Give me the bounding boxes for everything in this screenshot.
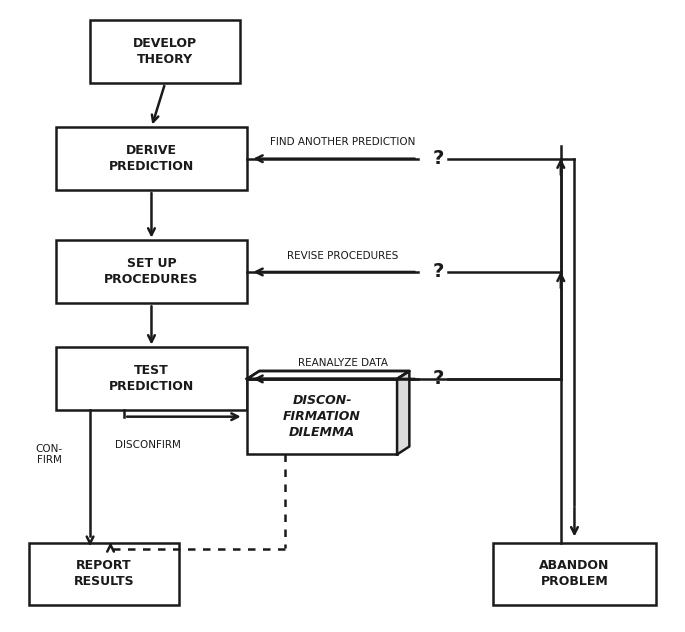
Bar	[493, 542, 656, 605]
Text: TEST
PREDICTION: TEST PREDICTION	[109, 365, 194, 394]
Text: ABANDON
PROBLEM: ABANDON PROBLEM	[539, 559, 610, 588]
Text: FIND ANOTHER PREDICTION: FIND ANOTHER PREDICTION	[270, 137, 415, 147]
Text: DISCON-
FIRMATION
DILEMMA: DISCON- FIRMATION DILEMMA	[283, 394, 361, 439]
Text: REANALYZE DATA: REANALYZE DATA	[297, 358, 388, 368]
Text: ?: ?	[432, 149, 444, 168]
Bar	[56, 348, 247, 410]
Bar	[56, 127, 247, 190]
Polygon shape	[247, 371, 410, 379]
Text: REVISE PROCEDURES: REVISE PROCEDURES	[287, 251, 398, 260]
Text: DISCONFIRM: DISCONFIRM	[115, 440, 181, 450]
Text: ?: ?	[432, 262, 444, 281]
Text: DERIVE
PREDICTION: DERIVE PREDICTION	[109, 144, 194, 173]
Text: ?: ?	[432, 370, 444, 389]
Polygon shape	[397, 371, 410, 454]
Text: REPORT
RESULTS: REPORT RESULTS	[73, 559, 134, 588]
Text: DEVELOP
THEORY: DEVELOP THEORY	[133, 37, 197, 66]
Bar	[56, 241, 247, 303]
Bar	[90, 20, 240, 83]
Text: CON-
FIRM: CON- FIRM	[36, 444, 63, 465]
Bar	[247, 379, 397, 454]
Text: SET UP
PROCEDURES: SET UP PROCEDURES	[104, 257, 199, 286]
Bar	[29, 542, 179, 605]
